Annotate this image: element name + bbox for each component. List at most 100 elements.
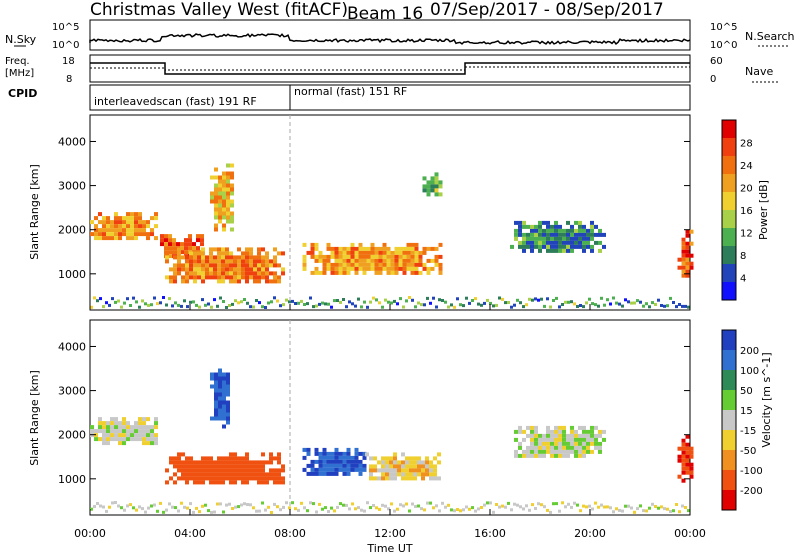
freq-label-2: [MHz] <box>5 68 34 79</box>
heatmap-cell <box>518 232 522 237</box>
colorbar-tick-label: 28 <box>740 139 753 150</box>
heatmap-cell <box>330 471 335 476</box>
heatmap-cell <box>237 255 241 260</box>
heatmap-cell <box>213 255 217 260</box>
heatmap-cell <box>245 247 249 252</box>
heatmap-cell <box>241 251 245 256</box>
heatmap-cell <box>118 216 122 221</box>
heatmap-cell <box>130 212 134 217</box>
heatmap-cell <box>213 460 217 465</box>
heatmap-cell <box>310 471 315 476</box>
heatmap-cell <box>429 460 433 465</box>
heatmap-cell <box>222 199 226 204</box>
heatmap-cell <box>184 246 188 251</box>
heatmap-cell <box>210 199 214 204</box>
heatmap-cell <box>677 257 682 262</box>
heatmap-cell <box>173 460 177 465</box>
heatmap-cell <box>245 259 249 264</box>
heatmap-cell <box>169 456 173 461</box>
heatmap-cell <box>350 258 355 263</box>
heatmap-cell <box>245 468 249 473</box>
ground-scatter-cell <box>672 509 675 513</box>
ground-scatter-cell <box>204 503 207 507</box>
heatmap-cell <box>245 456 249 461</box>
ground-scatter-cell <box>222 510 225 514</box>
date-title: 07/Sep/2017 - 08/Sep/2017 <box>430 0 664 20</box>
heatmap-cell <box>154 216 158 221</box>
heatmap-cell <box>226 179 230 184</box>
heatmap-cell <box>177 476 181 481</box>
heatmap-cell <box>590 433 594 438</box>
heatmap-cell <box>201 472 205 477</box>
heatmap-cell <box>269 472 273 477</box>
ground-scatter-cell <box>423 508 426 512</box>
ground-scatter-cell <box>402 305 405 309</box>
heatmap-cell <box>322 467 327 472</box>
ground-scatter-cell <box>567 300 570 304</box>
heatmap-cell <box>213 464 217 469</box>
heatmap-cell <box>122 216 126 221</box>
heatmap-cell <box>217 263 221 268</box>
ground-scatter-cell <box>381 305 384 309</box>
cpid-segment-1: interleavedscan (fast) 191 RF <box>94 95 257 108</box>
heatmap-cell <box>177 452 181 457</box>
ground-scatter-cell <box>186 305 189 309</box>
heatmap-cell <box>330 266 335 271</box>
heatmap-cell <box>414 254 419 259</box>
heatmap-cell <box>681 478 686 483</box>
heatmap-cell <box>273 472 277 477</box>
heatmap-cell <box>338 451 343 456</box>
heatmap-cell <box>253 255 257 260</box>
heatmap-cell <box>205 271 209 276</box>
heatmap-cell <box>358 463 363 468</box>
heatmap-cell <box>201 255 205 260</box>
ground-scatter-cell <box>456 297 459 301</box>
heatmap-cell <box>201 247 205 252</box>
heatmap-cell <box>169 476 173 481</box>
heatmap-cell <box>534 453 538 458</box>
heatmap-cell <box>562 445 566 450</box>
heatmap-cell <box>578 244 582 249</box>
heatmap-cell <box>434 188 439 193</box>
heatmap-cell <box>253 263 257 268</box>
heatmap-cell <box>138 232 142 237</box>
heatmap-cell <box>185 468 189 473</box>
heatmap-cell <box>413 468 417 473</box>
heatmap-cell <box>142 433 146 438</box>
heatmap-cell <box>406 250 411 255</box>
heatmap-cell <box>393 476 397 481</box>
heatmap-cell <box>554 429 558 434</box>
heatmap-cell <box>598 240 602 245</box>
heatmap-cell <box>230 227 234 232</box>
heatmap-cell <box>322 447 327 452</box>
heatmap-cell <box>594 445 598 450</box>
heatmap-cell <box>146 425 150 430</box>
ground-scatter-cell <box>627 504 630 508</box>
heatmap-cell <box>214 376 218 381</box>
heatmap-cell <box>233 472 237 477</box>
ground-scatter-cell <box>327 302 330 306</box>
heatmap-cell <box>425 472 429 477</box>
heatmap-cell <box>200 242 204 247</box>
heatmap-cell <box>165 480 169 485</box>
heatmap-cell <box>430 188 435 193</box>
heatmap-cell <box>430 184 435 189</box>
colorbar-swatch <box>722 410 736 430</box>
heatmap-cell <box>430 266 435 271</box>
heatmap-cell <box>374 266 379 271</box>
heatmap-cell <box>249 464 253 469</box>
ground-scatter-cell <box>396 507 399 511</box>
heatmap-cell <box>225 271 229 276</box>
heatmap-cell <box>196 238 200 243</box>
heatmap-cell <box>350 266 355 271</box>
heatmap-cell <box>354 463 359 468</box>
heatmap-cell <box>229 456 233 461</box>
heatmap-cell <box>217 255 221 260</box>
heatmap-cell <box>574 236 578 241</box>
heatmap-cell <box>196 246 200 251</box>
heatmap-cell <box>562 236 566 241</box>
heatmap-cell <box>377 476 381 481</box>
heatmap-cell <box>538 445 542 450</box>
ground-scatter-cell <box>408 509 411 513</box>
heatmap-cell <box>570 433 574 438</box>
